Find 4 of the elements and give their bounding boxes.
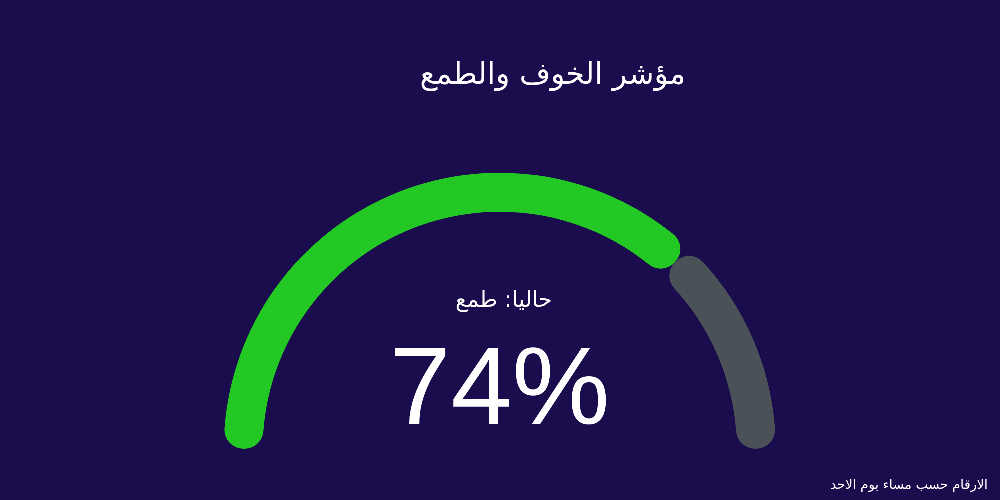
text: الارقام حسب مساء يوم الاحد — [830, 478, 988, 493]
chart-title: مؤشر الخوف والطمع — [420, 57, 686, 92]
text: حاليا: طمع — [456, 288, 552, 313]
data-label: 74% — [390, 325, 610, 448]
